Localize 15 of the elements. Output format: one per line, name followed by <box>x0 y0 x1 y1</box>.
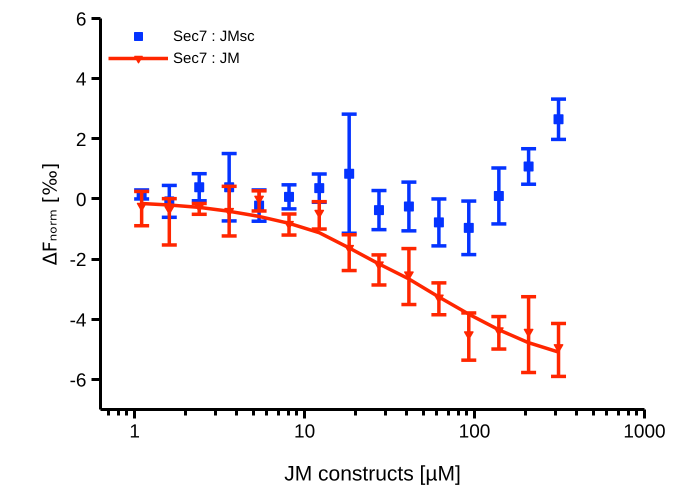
y-tick-label: 4 <box>76 70 87 91</box>
x-axis-title: JM constructs [µM] <box>284 462 461 486</box>
x-tick-label: 1000 <box>623 422 666 442</box>
x-tick-label: 100 <box>458 422 490 442</box>
y-tick-label: -4 <box>70 310 87 332</box>
y-tick-label: -6 <box>70 370 87 392</box>
legend-label: Sec7 : JMsc <box>173 28 255 44</box>
x-tick-label: 10 <box>294 422 316 442</box>
y-tick-label: 6 <box>76 10 87 30</box>
x-tick-label: 1 <box>129 422 140 442</box>
legend-label: Sec7 : JM <box>173 50 240 66</box>
y-tick-label: -2 <box>70 250 87 272</box>
y-axis-title: ΔFₙₒᵣₘ [‰] <box>40 162 62 266</box>
y-tick-label: 0 <box>76 190 87 211</box>
y-tick-label: 2 <box>76 130 87 151</box>
